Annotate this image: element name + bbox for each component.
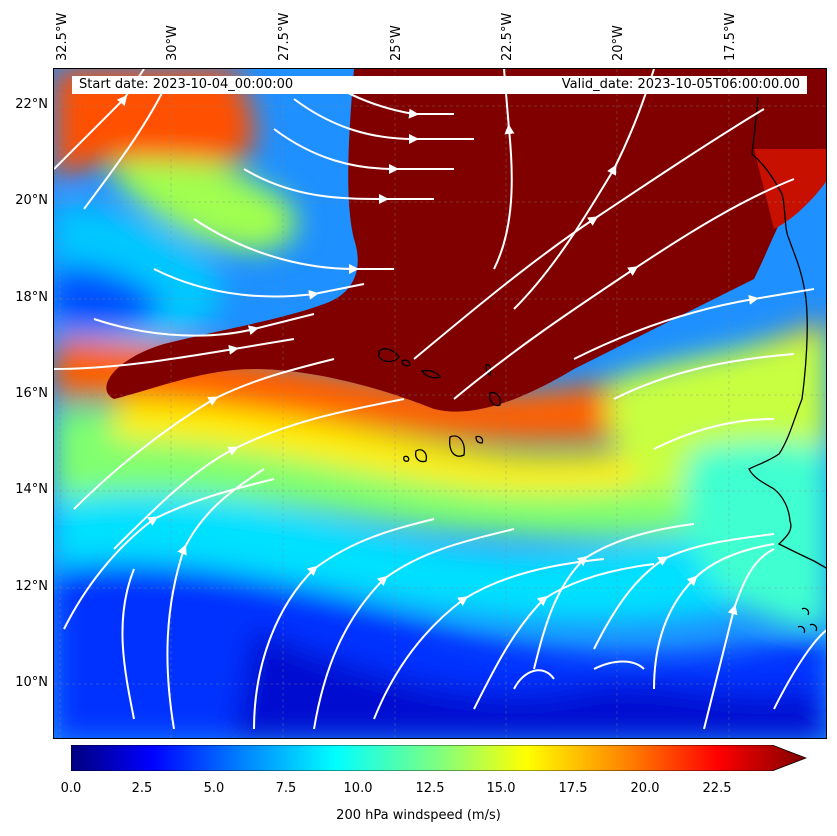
streamline [653, 418, 775, 450]
streamline [413, 108, 765, 360]
streamline [193, 218, 394, 274]
colorbar-tick: 10.0 [343, 781, 373, 796]
colorbar-tick: 15.0 [486, 781, 516, 796]
lon-label-20w: 20°W [611, 25, 626, 61]
wind-zone-verylow [234, 629, 826, 738]
lat-label-10n: 10°N [15, 675, 48, 690]
colorbar-gradient [71, 745, 807, 771]
streamline [653, 543, 775, 690]
streamline [83, 88, 165, 210]
colorbar-tick: 22.5 [702, 781, 732, 796]
wind-zone-north-orange [54, 69, 255, 179]
map-panel[interactable] [53, 68, 827, 739]
jet-core [106, 69, 826, 412]
streamline [166, 468, 265, 730]
valid-date-label: Valid_date: 2023-10-05T06:00:00.00 [561, 77, 800, 92]
lon-label-32-5w: 32.5°W [55, 12, 70, 61]
streamline [773, 629, 826, 710]
colorbar [71, 745, 807, 771]
island-fogo [414, 449, 428, 463]
coastlines [378, 96, 826, 634]
island-sao-vicente [401, 359, 411, 367]
wind-zone-northwest-core [54, 265, 161, 332]
streamline [293, 98, 474, 144]
streamline [153, 268, 365, 300]
colorbar-tick: 12.5 [415, 781, 445, 796]
streamline [473, 563, 655, 710]
streamline [54, 338, 295, 370]
streamline [273, 128, 454, 174]
colorbar-tick: 17.5 [558, 781, 588, 796]
colorbar-label: 200 hPa windspeed (m/s) [336, 808, 501, 823]
lon-label-27-5w: 27.5°W [277, 12, 292, 61]
streamline [113, 398, 405, 550]
colorbar-tick: 0.0 [60, 781, 82, 796]
colorbar-tick: 2.5 [131, 781, 153, 796]
streamline [243, 168, 434, 204]
start-date-label: Start date: 2023-10-04_00:00:00 [79, 77, 294, 92]
streamline [93, 313, 315, 337]
streamline [703, 548, 775, 730]
wind-zone-east-cyan [683, 441, 826, 629]
streamline [513, 69, 655, 310]
lon-label-30w: 30°W [165, 25, 180, 61]
island-santiago [449, 435, 465, 457]
island-boa-vista [488, 391, 502, 407]
streamline [313, 528, 515, 730]
streamline [493, 69, 515, 270]
africa-coastline [748, 96, 826, 569]
colorbar-tick: 7.5 [275, 781, 297, 796]
streamline [593, 533, 775, 650]
lon-label-22-5w: 22.5°W [500, 12, 515, 61]
lat-label-20n: 20°N [15, 193, 48, 208]
streamline [573, 288, 815, 360]
gridlines [54, 69, 826, 738]
streamline [593, 660, 645, 670]
lat-label-12n: 12°N [15, 579, 48, 594]
colorbar-tick: 5.0 [203, 781, 225, 796]
island-sao-nicolau [420, 369, 441, 379]
lat-label-14n: 14°N [15, 482, 48, 497]
island-santo-antao [378, 348, 400, 363]
date-info-box: Start date: 2023-10-04_00:00:00 Valid_da… [72, 76, 807, 94]
lon-label-17-5w: 17.5°W [723, 12, 738, 61]
streamlines [54, 69, 826, 730]
streamline [533, 523, 695, 670]
streamline [453, 178, 795, 400]
lon-label-25w: 25°W [389, 25, 404, 61]
lat-label-18n: 18°N [15, 290, 48, 305]
streamline [73, 358, 335, 510]
lat-label-16n: 16°N [15, 386, 48, 401]
streamline [54, 69, 145, 170]
streamline [613, 353, 795, 400]
island-sal [485, 363, 492, 376]
island-maio [475, 435, 484, 444]
streamline [513, 669, 555, 690]
streamline [253, 518, 435, 730]
streamline [121, 568, 135, 720]
streamline [373, 558, 605, 720]
wind-field-contours [54, 69, 826, 738]
colorbar-tick: 20.0 [630, 781, 660, 796]
island-brava [403, 455, 410, 462]
windspeed-map [54, 69, 826, 738]
jet-core-east [754, 149, 826, 229]
bijagos-islands [797, 607, 818, 634]
lat-label-22n: 22°N [15, 97, 48, 112]
